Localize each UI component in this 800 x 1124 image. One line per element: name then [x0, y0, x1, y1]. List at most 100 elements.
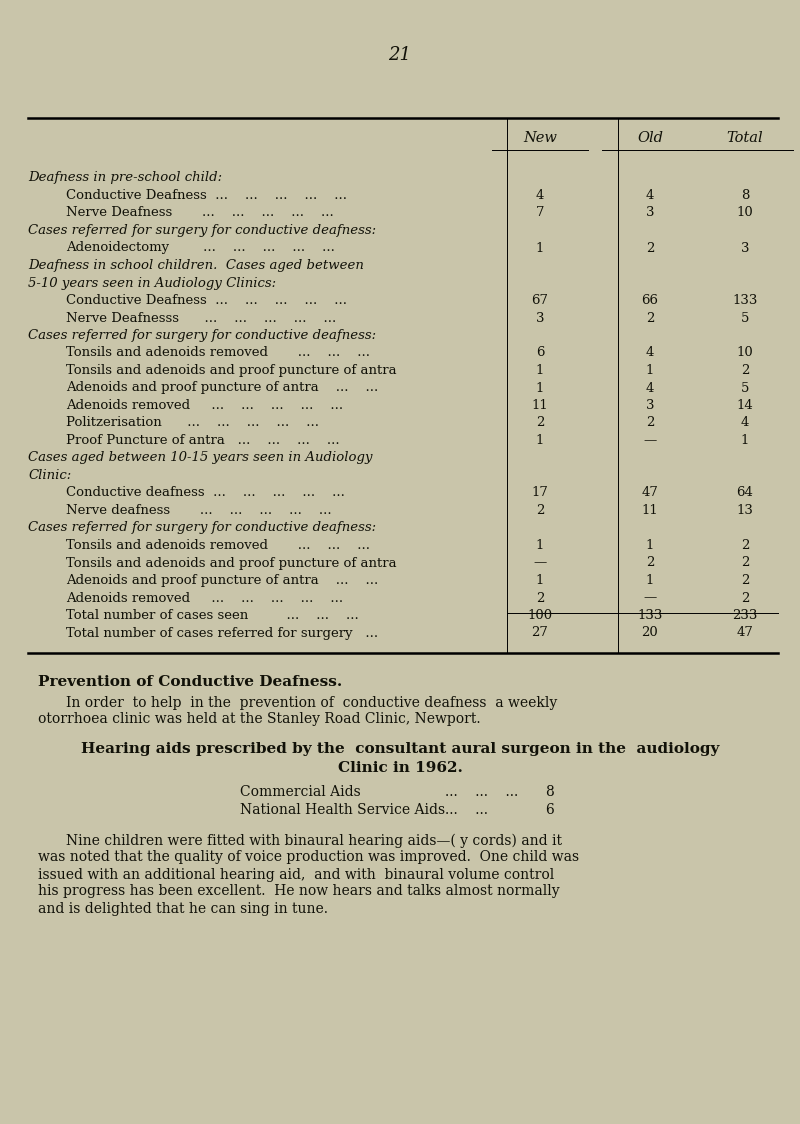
Text: —: — [643, 434, 657, 447]
Text: 7: 7 [536, 207, 544, 219]
Text: 3: 3 [646, 207, 654, 219]
Text: 47: 47 [737, 626, 754, 640]
Text: 6: 6 [545, 804, 554, 817]
Text: 5: 5 [741, 381, 749, 395]
Text: Adenoids and proof puncture of antra    ...    ...: Adenoids and proof puncture of antra ...… [66, 381, 378, 395]
Text: 1: 1 [536, 381, 544, 395]
Text: 1: 1 [536, 574, 544, 587]
Text: —: — [534, 556, 546, 570]
Text: 10: 10 [737, 207, 754, 219]
Text: 2: 2 [536, 417, 544, 429]
Text: Deafness in pre-school child:: Deafness in pre-school child: [28, 172, 222, 184]
Text: Nerve Deafnesss      ...    ...    ...    ...    ...: Nerve Deafnesss ... ... ... ... ... [66, 311, 336, 325]
Text: 2: 2 [646, 311, 654, 325]
Text: ...    ...    ...: ... ... ... [445, 786, 518, 799]
Text: 66: 66 [642, 294, 658, 307]
Text: otorrhoea clinic was held at the Stanley Road Clinic, Newport.: otorrhoea clinic was held at the Stanley… [38, 713, 481, 726]
Text: 4: 4 [646, 189, 654, 202]
Text: 5-10 years seen in Audiology Clinics:: 5-10 years seen in Audiology Clinics: [28, 277, 276, 290]
Text: Tonsils and adenoids and proof puncture of antra: Tonsils and adenoids and proof puncture … [66, 556, 397, 570]
Text: 1: 1 [646, 574, 654, 587]
Text: 1: 1 [536, 242, 544, 254]
Text: National Health Service Aids: National Health Service Aids [240, 804, 445, 817]
Text: Tonsils and adenoids removed       ...    ...    ...: Tonsils and adenoids removed ... ... ... [66, 346, 370, 360]
Text: 64: 64 [737, 487, 754, 499]
Text: Clinic in 1962.: Clinic in 1962. [338, 761, 462, 774]
Text: 8: 8 [741, 189, 749, 202]
Text: Nerve deafness       ...    ...    ...    ...    ...: Nerve deafness ... ... ... ... ... [66, 504, 332, 517]
Text: Conductive Deafness  ...    ...    ...    ...    ...: Conductive Deafness ... ... ... ... ... [66, 189, 347, 202]
Text: Adenoidectomy        ...    ...    ...    ...    ...: Adenoidectomy ... ... ... ... ... [66, 242, 335, 254]
Text: Cases aged between 10-15 years seen in Audiology: Cases aged between 10-15 years seen in A… [28, 452, 373, 464]
Text: 2: 2 [536, 504, 544, 517]
Text: Adenoids removed     ...    ...    ...    ...    ...: Adenoids removed ... ... ... ... ... [66, 399, 343, 413]
Text: 3: 3 [646, 399, 654, 413]
Text: Cases referred for surgery for conductive deafness:: Cases referred for surgery for conductiv… [28, 522, 376, 535]
Text: 2: 2 [741, 556, 749, 570]
Text: was noted that the quality of voice production was improved.  One child was: was noted that the quality of voice prod… [38, 851, 579, 864]
Text: 67: 67 [531, 294, 549, 307]
Text: 2: 2 [646, 242, 654, 254]
Text: Tonsils and adenoids removed       ...    ...    ...: Tonsils and adenoids removed ... ... ... [66, 540, 370, 552]
Text: 3: 3 [536, 311, 544, 325]
Text: Tonsils and adenoids and proof puncture of antra: Tonsils and adenoids and proof puncture … [66, 364, 397, 377]
Text: Clinic:: Clinic: [28, 469, 71, 482]
Text: 17: 17 [531, 487, 549, 499]
Text: issued with an additional hearing aid,  and with  binaural volume control: issued with an additional hearing aid, a… [38, 868, 554, 881]
Text: Commercial Aids: Commercial Aids [240, 786, 361, 799]
Text: 10: 10 [737, 346, 754, 360]
Text: Total number of cases referred for surgery   ...: Total number of cases referred for surge… [66, 626, 378, 640]
Text: 4: 4 [646, 381, 654, 395]
Text: New: New [523, 132, 557, 145]
Text: 5: 5 [741, 311, 749, 325]
Text: 2: 2 [741, 591, 749, 605]
Text: 133: 133 [638, 609, 662, 622]
Text: 20: 20 [642, 626, 658, 640]
Text: 4: 4 [536, 189, 544, 202]
Text: Conductive deafness  ...    ...    ...    ...    ...: Conductive deafness ... ... ... ... ... [66, 487, 345, 499]
Text: 1: 1 [536, 540, 544, 552]
Text: Adenoids and proof puncture of antra    ...    ...: Adenoids and proof puncture of antra ...… [66, 574, 378, 587]
Text: 13: 13 [737, 504, 754, 517]
Text: In order  to help  in the  prevention of  conductive deafness  a weekly: In order to help in the prevention of co… [66, 696, 558, 709]
Text: 1: 1 [646, 540, 654, 552]
Text: Total number of cases seen         ...    ...    ...: Total number of cases seen ... ... ... [66, 609, 358, 622]
Text: 3: 3 [741, 242, 750, 254]
Text: Hearing aids prescribed by the  consultant aural surgeon in the  audiology: Hearing aids prescribed by the consultan… [81, 743, 719, 756]
Text: 133: 133 [732, 294, 758, 307]
Text: ...    ...: ... ... [445, 804, 488, 817]
Text: 2: 2 [741, 364, 749, 377]
Text: and is delighted that he can sing in tune.: and is delighted that he can sing in tun… [38, 901, 328, 916]
Text: 4: 4 [646, 346, 654, 360]
Text: Proof Puncture of antra   ...    ...    ...    ...: Proof Puncture of antra ... ... ... ... [66, 434, 340, 447]
Text: Total: Total [726, 132, 763, 145]
Text: 11: 11 [532, 399, 548, 413]
Text: 4: 4 [741, 417, 749, 429]
Text: 47: 47 [642, 487, 658, 499]
Text: 2: 2 [741, 540, 749, 552]
Text: 100: 100 [527, 609, 553, 622]
Text: 2: 2 [646, 556, 654, 570]
Text: Deafness in school children.  Cases aged between: Deafness in school children. Cases aged … [28, 259, 364, 272]
Text: Adenoids removed     ...    ...    ...    ...    ...: Adenoids removed ... ... ... ... ... [66, 591, 343, 605]
Text: Nerve Deafness       ...    ...    ...    ...    ...: Nerve Deafness ... ... ... ... ... [66, 207, 334, 219]
Text: 2: 2 [741, 574, 749, 587]
Text: 14: 14 [737, 399, 754, 413]
Text: Old: Old [637, 132, 663, 145]
Text: his progress has been excellent.  He now hears and talks almost normally: his progress has been excellent. He now … [38, 885, 560, 898]
Text: 1: 1 [646, 364, 654, 377]
Text: Nine children were fitted with binaural hearing aids—( y cords) and it: Nine children were fitted with binaural … [66, 833, 562, 847]
Text: 2: 2 [536, 591, 544, 605]
Text: Politzerisation      ...    ...    ...    ...    ...: Politzerisation ... ... ... ... ... [66, 417, 319, 429]
Text: Cases referred for surgery for conductive deafness:: Cases referred for surgery for conductiv… [28, 329, 376, 342]
Text: 21: 21 [389, 46, 411, 64]
Text: 11: 11 [642, 504, 658, 517]
Text: 6: 6 [536, 346, 544, 360]
Text: Cases referred for surgery for conductive deafness:: Cases referred for surgery for conductiv… [28, 224, 376, 237]
Text: Prevention of Conductive Deafness.: Prevention of Conductive Deafness. [38, 676, 342, 689]
Text: —: — [643, 591, 657, 605]
Text: Conductive Deafness  ...    ...    ...    ...    ...: Conductive Deafness ... ... ... ... ... [66, 294, 347, 307]
Text: 2: 2 [646, 417, 654, 429]
Text: 1: 1 [536, 434, 544, 447]
Text: 1: 1 [536, 364, 544, 377]
